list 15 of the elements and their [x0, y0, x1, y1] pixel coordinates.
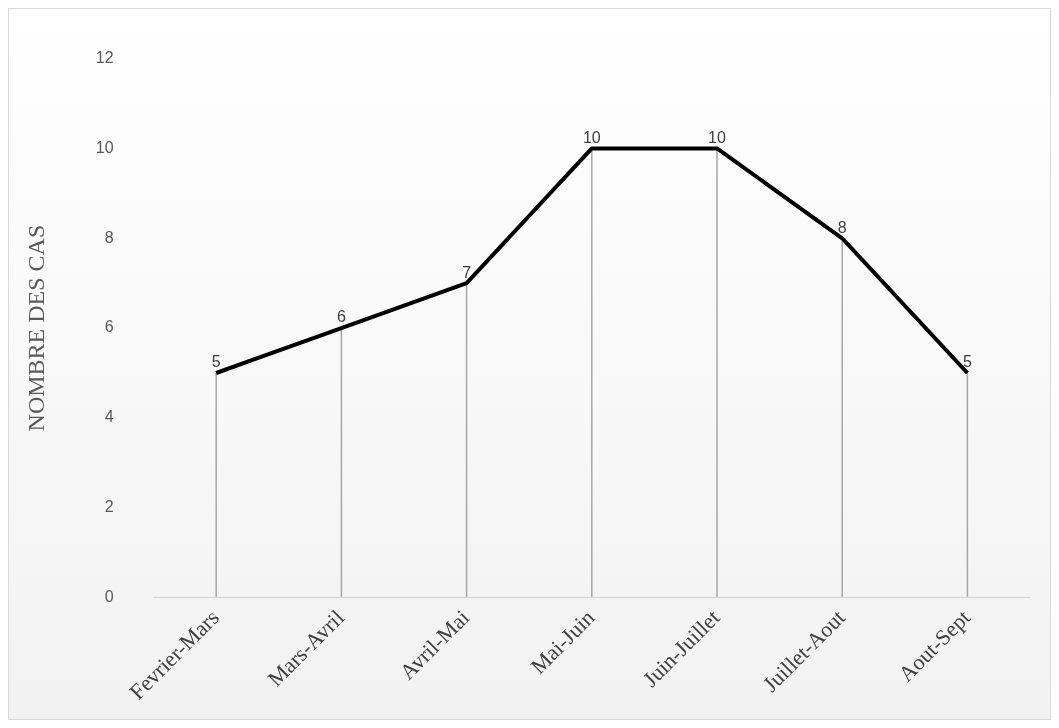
- y-tick-label: 6: [104, 318, 114, 336]
- data-label: 10: [708, 128, 726, 146]
- data-label: 8: [837, 218, 847, 236]
- data-label: 5: [211, 353, 221, 371]
- y-tick-label: 8: [104, 228, 114, 246]
- data-label: 7: [462, 263, 472, 281]
- data-label: 6: [336, 308, 346, 326]
- y-tick-label: 2: [104, 498, 114, 516]
- y-tick-label: 4: [104, 408, 114, 426]
- y-tick-label: 0: [104, 587, 114, 605]
- y-tick-label: 10: [95, 138, 114, 156]
- data-label: 5: [962, 353, 972, 371]
- y-axis-title: NOMBRE DES CAS: [22, 224, 49, 432]
- y-tick-label: 12: [95, 49, 114, 67]
- data-label: 10: [582, 128, 601, 146]
